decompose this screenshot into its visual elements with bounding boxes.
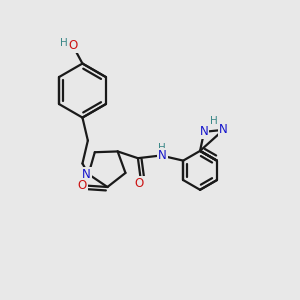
Text: N: N [200,125,208,138]
Text: O: O [135,177,144,190]
Text: N: N [158,149,167,162]
Text: H: H [210,116,218,126]
Text: N: N [219,123,228,136]
Text: N: N [82,168,91,181]
Text: O: O [78,179,87,192]
Text: H: H [61,38,68,48]
Text: O: O [68,40,78,52]
Text: H: H [158,143,166,154]
